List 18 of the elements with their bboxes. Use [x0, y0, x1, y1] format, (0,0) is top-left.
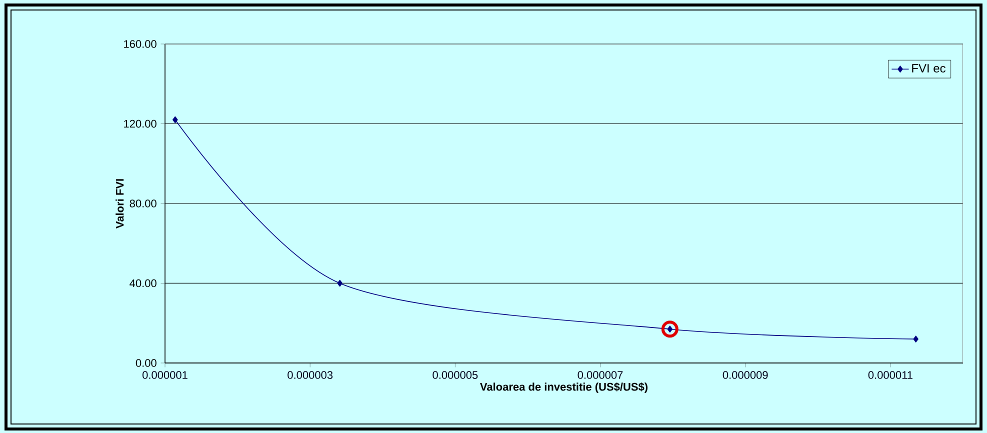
x-tick-label: 0.000001 — [142, 371, 188, 379]
y-tick-label: 80.00 — [130, 200, 156, 208]
y-axis-title: Valori FVI — [116, 179, 124, 228]
point — [337, 280, 342, 287]
legend-label: FVI ec — [912, 64, 946, 73]
point — [913, 336, 918, 342]
y-tick-label: 0.00 — [136, 359, 156, 367]
x-tick-label: 0.000003 — [288, 371, 333, 379]
x-tick-label: 0.000009 — [722, 371, 768, 379]
y-tick-label: 120.00 — [124, 120, 156, 128]
x-axis-title: Valoarea de investitie (US$/US$) — [480, 382, 648, 393]
y-tick-label: 160.00 — [124, 40, 156, 48]
point — [661, 320, 678, 338]
x-tick-label: 0.000007 — [578, 371, 623, 379]
y-tick-label: 40.00 — [130, 279, 156, 288]
point — [172, 116, 178, 124]
x-tick-label: 0.000011 — [868, 371, 912, 379]
x-tick-label: 0.000005 — [432, 371, 478, 379]
